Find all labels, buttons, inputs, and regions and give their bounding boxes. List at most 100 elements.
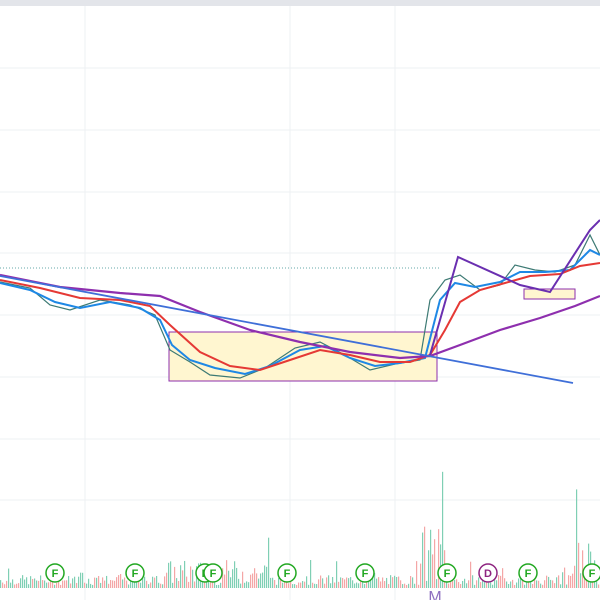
event-marker-circle (45, 563, 65, 583)
event-marker-label: D (484, 568, 492, 580)
volume-bar (156, 575, 158, 588)
volume-bar (126, 580, 128, 588)
volume-bar (122, 579, 124, 588)
volume-bar (472, 575, 474, 588)
volume-bar (12, 579, 14, 588)
volume-bar (566, 584, 568, 588)
volume-bar (486, 579, 488, 588)
volume-bar (482, 580, 484, 588)
volume-bar (28, 584, 30, 588)
volume-bar (56, 582, 58, 588)
volume-bar (332, 577, 334, 588)
volume-bar (148, 584, 150, 588)
volume-bar (80, 572, 82, 588)
volume-bar (84, 582, 86, 588)
event-marker-circle (478, 563, 498, 583)
volume-bar (348, 578, 350, 588)
volume-bar (462, 580, 464, 588)
volume-bar (346, 577, 348, 588)
volume-bar (368, 576, 370, 588)
volume-bar (16, 583, 18, 588)
volume-bar (262, 572, 264, 588)
volume-bar (24, 579, 26, 588)
volume-bar (40, 575, 42, 588)
volume-bar (106, 575, 108, 588)
volume-bar (394, 575, 396, 588)
volume-bar (58, 577, 60, 588)
volume-bar (514, 584, 516, 588)
volume-bar (428, 550, 430, 588)
event-marker: F (582, 563, 600, 583)
volume-bar (88, 578, 90, 588)
volume-bar (180, 565, 182, 588)
volume-bar (274, 580, 276, 588)
volume-bar (220, 582, 222, 588)
volume-bar (540, 583, 542, 588)
event-marker-label: F (284, 568, 291, 580)
event-marker-circle (355, 563, 375, 583)
volume-bar (256, 573, 258, 588)
volume-bar (192, 569, 194, 588)
volume-bar (236, 567, 238, 588)
volume-bar (430, 529, 432, 588)
volume-bar (312, 582, 314, 588)
volume-bar (342, 577, 344, 588)
volume-bar (258, 578, 260, 588)
volume-bar (406, 584, 408, 588)
volume-bar (102, 577, 104, 588)
volume-bar (170, 561, 172, 588)
volume-bar (260, 573, 262, 588)
volume-bar (434, 539, 436, 588)
volume-bar (94, 577, 96, 588)
volume-bar (562, 572, 564, 588)
volume-bar (142, 575, 144, 588)
volume-bar (234, 561, 236, 588)
volume-bar (340, 577, 342, 588)
volume-bar (174, 566, 176, 588)
volume-bar (418, 584, 420, 588)
event-marker-label: F (132, 568, 139, 580)
volume-bar (412, 577, 414, 588)
volume-bar (54, 584, 56, 588)
volume-bar (360, 581, 362, 588)
volume-bar (276, 584, 278, 588)
volume-bar (292, 584, 294, 588)
volume-bar (404, 583, 406, 588)
volume-bar (22, 575, 24, 588)
volume-bar (82, 572, 84, 588)
volume-bar (222, 568, 224, 588)
volume-bar (326, 577, 328, 588)
volume-bar (420, 563, 422, 588)
volume-bar (546, 575, 548, 588)
volume-bar (358, 583, 360, 588)
volume-bar (266, 566, 268, 588)
volume-bar (124, 577, 126, 588)
volume-bar (414, 583, 416, 588)
volume-bar (230, 577, 232, 588)
volume-bar (336, 561, 338, 588)
volume-bar (210, 577, 212, 588)
volume-bar (556, 577, 558, 588)
volume-bar (314, 583, 316, 588)
event-markers: FFFFFFFDFF (45, 563, 600, 583)
volume-bar (568, 575, 570, 588)
volume-bar (244, 582, 246, 588)
event-marker: F (518, 563, 538, 583)
volume-bar (470, 561, 472, 588)
volume-bar (324, 583, 326, 588)
volume-bar (0, 580, 2, 588)
volume-bar (446, 579, 448, 588)
range-box (523, 288, 576, 300)
volume-bar (76, 582, 78, 588)
volume-bar (328, 575, 330, 588)
volume-bar (410, 575, 412, 588)
volume-bar (538, 580, 540, 588)
event-marker-label: F (444, 568, 451, 580)
event-marker: F (355, 563, 375, 583)
time-axis-label: M (428, 589, 441, 600)
volume-bar (488, 582, 490, 588)
volume-bar (436, 579, 438, 588)
volume-bar (438, 529, 440, 588)
volume-bar (378, 577, 380, 588)
